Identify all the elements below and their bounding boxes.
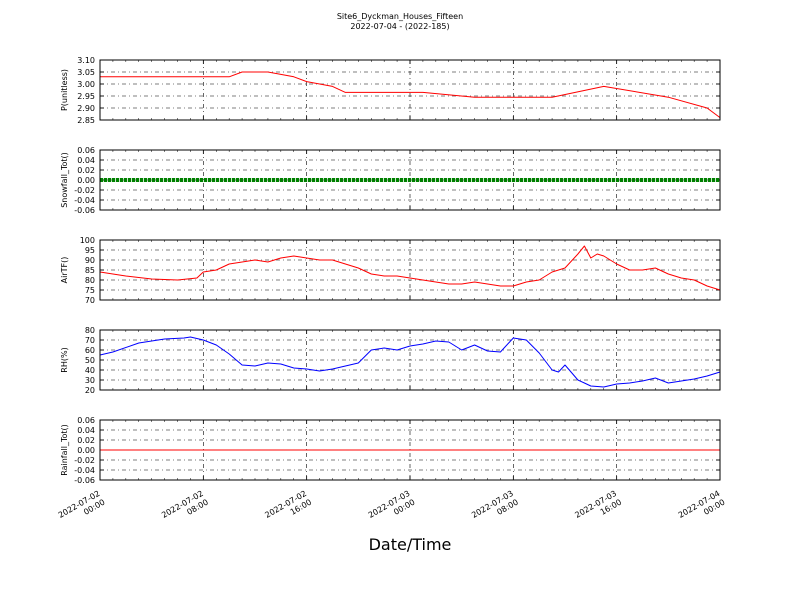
y-tick-label: -0.06 — [74, 476, 95, 485]
y-tick-label: 80 — [85, 276, 95, 285]
plot-frame — [99, 419, 721, 481]
y-tick-label: 2.85 — [77, 116, 95, 125]
y-axis-label: AirTF() — [60, 257, 69, 284]
y-tick-label: 0.06 — [77, 146, 95, 155]
series-line — [99, 245, 721, 291]
subplots: 2.85 2.90 2.95 3.00 3.05 3.10 P(unitless) -0.06… — [60, 56, 721, 485]
y-axis-label: Snowfall_Tot() — [60, 152, 69, 208]
x-axis-label: Date/Time — [369, 535, 452, 554]
subplot-2: -0.06-0.04-0.020.000.020.040.06 Snowfall_… — [60, 146, 721, 215]
y-axis-label: P(unitless) — [60, 69, 69, 111]
chart-title-line1: Site6_Dyckman_Houses_Fifteen — [337, 12, 463, 21]
series-line — [99, 336, 721, 388]
y-tick-label: 0.02 — [77, 436, 95, 445]
y-tick-label: 70 — [85, 296, 95, 305]
y-tick-label: 40 — [85, 366, 95, 375]
y-tick-label: 20 — [85, 386, 95, 395]
y-tick-label: 60 — [85, 346, 95, 355]
subplot-5: -0.06-0.04-0.020.000.020.040.06 Rainfall_… — [60, 416, 721, 485]
y-tick-label: -0.02 — [74, 456, 95, 465]
y-tick-label: 0.00 — [77, 446, 95, 455]
y-tick-label: 0.04 — [77, 426, 95, 435]
y-axis-label: Rainfall_Tot() — [60, 424, 69, 476]
y-tick-label: -0.06 — [74, 206, 95, 215]
y-tick-label: 0.04 — [77, 156, 95, 165]
subplot-1: 2.85 2.90 2.95 3.00 3.05 3.10 P(unitless) — [60, 56, 721, 125]
y-tick-label: 90 — [85, 256, 95, 265]
chart-title-line2: 2022-07-04 - (2022-185) — [350, 22, 449, 31]
y-tick-label: -0.04 — [74, 196, 95, 205]
series-line — [100, 71, 721, 119]
y-tick-label: 0.02 — [77, 166, 95, 175]
y-tick-label: 95 — [85, 246, 95, 255]
y-tick-label: 0.00 — [77, 176, 95, 185]
y-tick-label: 0.06 — [77, 416, 95, 425]
y-tick-label: 3.00 — [77, 80, 95, 89]
y-axis-label: RH(%) — [60, 347, 69, 372]
plot-frame — [99, 239, 721, 301]
y-tick-label: 85 — [85, 266, 95, 275]
y-tick-label: 100 — [80, 236, 95, 245]
y-tick-label: 80 — [85, 326, 95, 335]
plot-frame — [99, 329, 721, 391]
plot-frame — [99, 59, 721, 121]
plot-frame — [99, 149, 721, 211]
y-tick-label: 2.95 — [77, 92, 95, 101]
y-tick-label: 2.90 — [77, 104, 95, 113]
y-tick-label: 3.05 — [77, 68, 95, 77]
y-tick-label: 50 — [85, 356, 95, 365]
y-tick-label: -0.04 — [74, 466, 95, 475]
y-tick-label: 75 — [85, 286, 95, 295]
y-tick-label: 70 — [85, 336, 95, 345]
y-tick-label: -0.02 — [74, 186, 95, 195]
y-tick-label: 3.10 — [77, 56, 95, 65]
y-tick-label: 30 — [85, 376, 95, 385]
